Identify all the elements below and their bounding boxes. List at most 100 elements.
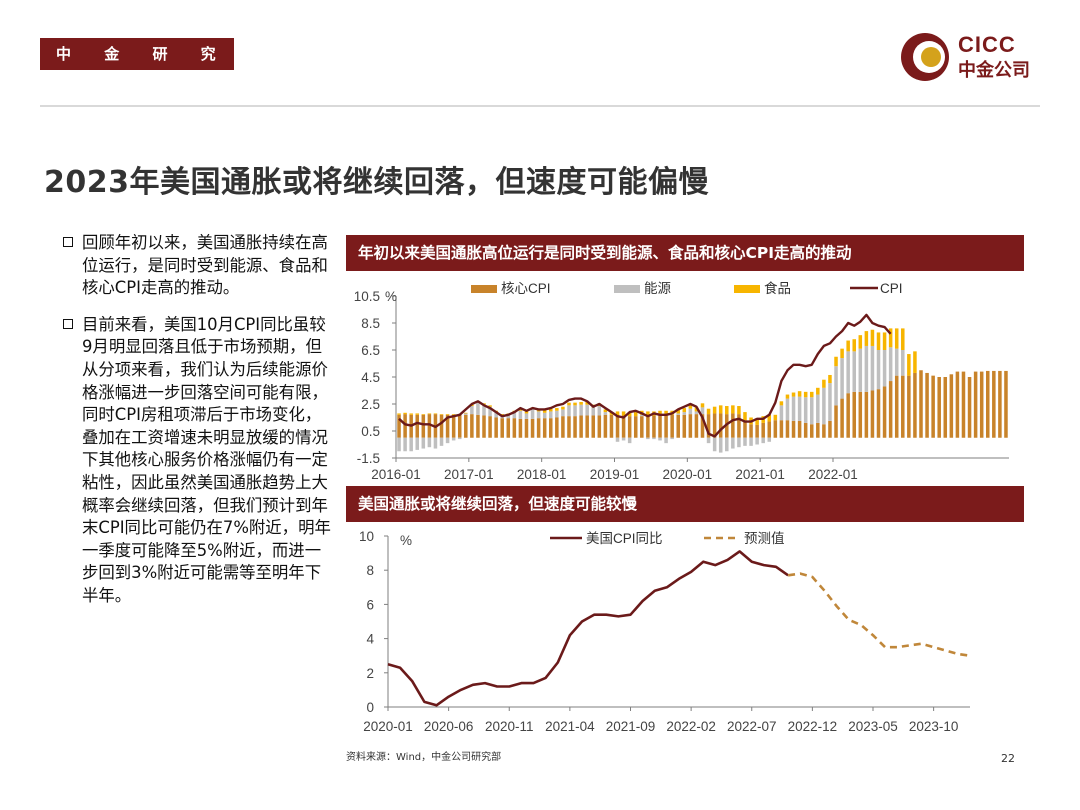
- energy-bar: [512, 412, 517, 419]
- energy-bar: [439, 437, 444, 446]
- core-cpi-bar: [870, 390, 875, 438]
- core-cpi-bar: [652, 415, 656, 438]
- core-cpi-bar: [949, 374, 954, 438]
- food-bar: [712, 406, 717, 414]
- energy-bar: [749, 437, 753, 446]
- core-cpi-bar: [809, 424, 814, 438]
- core-cpi-bar: [767, 421, 772, 438]
- forecast-line: [787, 572, 971, 657]
- core-cpi-bar: [828, 420, 832, 438]
- food-bar: [913, 351, 917, 373]
- logo-text-cn: 中金公司: [958, 60, 1030, 81]
- core-cpi-bar: [621, 415, 626, 438]
- energy-bar: [870, 345, 875, 391]
- cpi-components-chart: 10.5 8.5 6.5 4.5 2.5 0.5 -1.5% 2016-01 2017-01 20…: [354, 280, 1009, 482]
- y-tick-label: 0.5: [361, 424, 380, 439]
- x-tick-label: 2023-05: [848, 719, 898, 734]
- energy-bar: [640, 414, 644, 417]
- energy-bar: [591, 407, 596, 416]
- energy-bar: [694, 411, 699, 415]
- core-cpi-bar: [549, 418, 553, 438]
- bullet-item: 目前来看，美国10月CPI同比虽较9月明显回落且低于市场预期，但从分项来看，我们…: [62, 314, 334, 608]
- food-bar: [785, 394, 790, 399]
- energy-bar: [737, 437, 741, 448]
- energy-bar: [524, 413, 529, 419]
- energy-bar: [652, 437, 656, 440]
- energy-bar: [755, 437, 759, 445]
- core-cpi-bar: [858, 391, 863, 438]
- food-bar: [573, 402, 577, 406]
- core-cpi-bar: [542, 418, 547, 438]
- core-cpi-bar: [536, 418, 541, 438]
- food-bar: [415, 413, 420, 415]
- energy-bar: [809, 397, 814, 425]
- legend-label: CPI: [880, 281, 903, 296]
- y-tick-label: 2: [366, 666, 374, 681]
- core-cpi-bar: [985, 370, 990, 438]
- food-bar: [439, 414, 444, 415]
- energy-bar: [476, 402, 480, 415]
- energy-bar: [470, 406, 474, 415]
- energy-bar: [858, 348, 863, 392]
- core-cpi-bar: [749, 424, 753, 438]
- core-cpi-bar: [961, 371, 966, 438]
- energy-bar: [555, 410, 559, 418]
- core-cpi-bar: [421, 414, 426, 438]
- energy-bar: [621, 437, 626, 441]
- core-cpi-bar: [627, 416, 632, 438]
- food-bar: [828, 374, 832, 384]
- energy-bar: [603, 412, 608, 415]
- energy-bar: [743, 437, 747, 446]
- food-bar: [888, 328, 893, 348]
- core-cpi-bar: [640, 416, 644, 438]
- food-bar: [409, 413, 413, 415]
- energy-bar: [876, 350, 881, 390]
- header-divider: [40, 105, 1040, 107]
- core-cpi-bar: [743, 420, 747, 438]
- core-cpi-bar: [894, 375, 899, 438]
- legend-swatch: [471, 285, 497, 293]
- core-cpi-bar: [700, 414, 705, 438]
- x-tick-label: 2020-01: [663, 467, 713, 482]
- food-bar: [646, 411, 650, 416]
- legend-label: 美国CPI同比: [586, 531, 663, 546]
- energy-bar: [627, 437, 632, 444]
- y-axis-unit: %: [400, 533, 412, 548]
- food-bar: [901, 328, 905, 350]
- core-cpi-bar: [846, 393, 850, 438]
- x-tick-label: 2016-01: [371, 467, 421, 482]
- core-cpi-bar: [882, 386, 887, 438]
- core-cpi-bar: [791, 420, 796, 438]
- food-bar: [664, 410, 668, 415]
- core-cpi-bar: [925, 372, 929, 438]
- x-tick-label: 2021-04: [545, 719, 595, 734]
- core-cpi-bar: [694, 414, 699, 438]
- core-cpi-bar: [597, 415, 602, 438]
- x-tick-label: 2022-02: [666, 719, 716, 734]
- food-bar: [688, 404, 693, 409]
- food-bar: [542, 410, 547, 413]
- core-cpi-bar: [646, 415, 650, 438]
- core-cpi-bar: [573, 416, 577, 438]
- energy-bar: [803, 397, 808, 423]
- energy-bar: [816, 394, 820, 423]
- page-title: 2023年美国通胀或将继续回落，但速度可能偏慢: [44, 165, 709, 200]
- energy-bar: [840, 358, 844, 399]
- energy-bar: [767, 437, 772, 442]
- core-cpi-bar: [979, 371, 984, 438]
- core-cpi-bar: [803, 422, 808, 438]
- core-cpi-bar: [688, 414, 693, 438]
- food-bar: [882, 332, 887, 350]
- energy-bar: [585, 404, 589, 416]
- y-tick-label: 0: [366, 700, 374, 715]
- y-tick-label: 10: [359, 529, 374, 544]
- cpi-forecast-chart: 10 8 6 4 2 0% 2020-01 2020-06 2020-11 2021-04 2021…: [359, 529, 971, 734]
- bullet-square-icon: [63, 318, 73, 329]
- core-cpi-bar: [998, 370, 1002, 438]
- x-tick-label: 2022-07: [727, 719, 777, 734]
- core-cpi-bar: [591, 415, 596, 438]
- energy-bar: [445, 437, 450, 444]
- x-tick-label: 2019-01: [590, 467, 640, 482]
- food-bar: [603, 409, 608, 413]
- core-cpi-bar: [834, 405, 838, 438]
